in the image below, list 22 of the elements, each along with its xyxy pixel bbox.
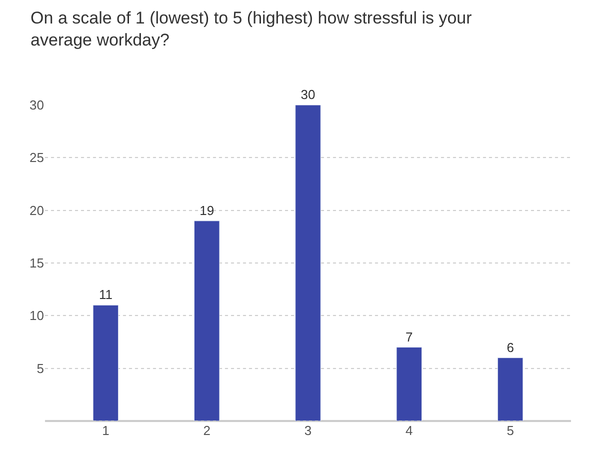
y-tick-label: 15 [30, 256, 44, 271]
data-label: 6 [506, 340, 514, 355]
y-tick-label: 30 [30, 98, 44, 113]
x-tick-label: 5 [506, 423, 514, 438]
y-tick-label: 25 [30, 150, 44, 166]
y-tick-label: 10 [30, 308, 44, 324]
data-label: 30 [300, 87, 316, 102]
y-tick-label: 20 [30, 202, 44, 218]
x-tick-label: 3 [304, 423, 312, 438]
data-label: 19 [200, 202, 214, 218]
bar [92, 304, 119, 421]
bar [497, 358, 524, 421]
x-tick-label: 1 [102, 423, 110, 438]
x-tick-label: 2 [203, 423, 210, 438]
data-label: 11 [98, 287, 112, 302]
x-tick-label: 4 [406, 423, 413, 438]
y-tick-label: 5 [36, 360, 44, 376]
bar [194, 220, 220, 421]
bar [295, 105, 321, 421]
data-label: 7 [406, 329, 413, 344]
bar [396, 347, 422, 421]
chart-title: On a scale of 1 (lowest) to 5 (highest) how stressful is your average workday? [30, 8, 472, 50]
